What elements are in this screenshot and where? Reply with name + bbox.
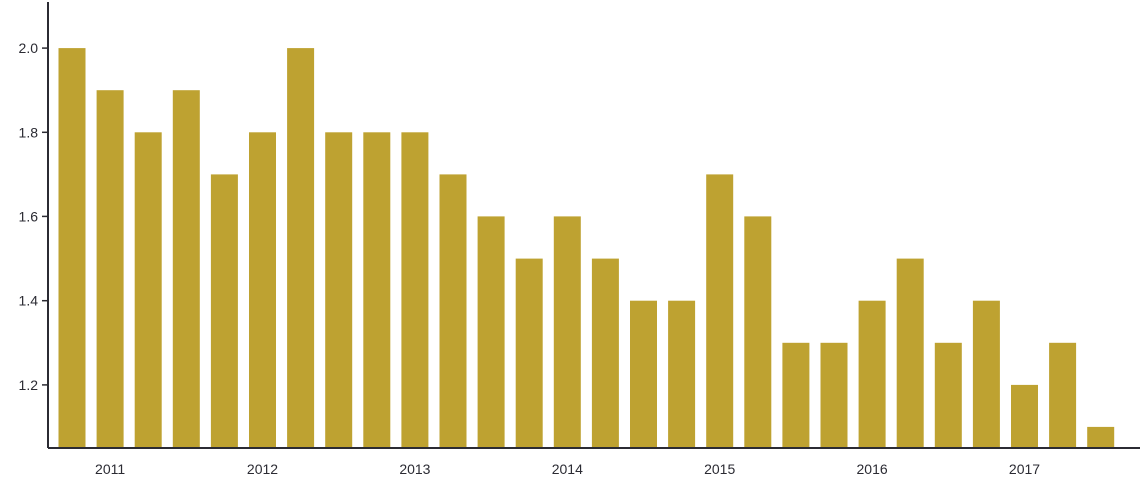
x-tick-label: 2012	[247, 461, 278, 477]
bar	[439, 174, 467, 448]
bar	[172, 90, 200, 448]
bar	[630, 300, 657, 448]
bar	[58, 48, 86, 448]
x-tick-label: 2014	[552, 461, 583, 477]
x-tick-label: 2017	[1009, 461, 1040, 477]
y-tick-label: 1.8	[19, 124, 39, 140]
bar	[972, 300, 1000, 448]
x-tick-label: 2015	[704, 461, 735, 477]
bar	[325, 132, 353, 449]
bar	[591, 258, 619, 448]
y-tick-label: 1.2	[19, 377, 39, 393]
bar	[401, 132, 429, 449]
y-tick-label: 2.0	[19, 40, 39, 56]
bar	[1087, 426, 1115, 448]
bar	[706, 174, 734, 448]
bar	[668, 300, 696, 448]
bar	[287, 48, 315, 448]
bar	[249, 132, 276, 449]
bars-group	[58, 48, 1115, 449]
bar	[1049, 342, 1077, 449]
bar	[820, 342, 848, 449]
bar	[896, 258, 924, 448]
bar	[363, 132, 391, 449]
bar	[210, 174, 238, 448]
bar	[1011, 384, 1038, 448]
y-ticks-group: 1.2 1.4 1.6 1.8 2.0	[19, 40, 48, 393]
y-tick-label: 1.4	[19, 293, 39, 309]
bar	[515, 258, 543, 448]
x-tick-label: 2013	[399, 461, 430, 477]
bar	[96, 90, 124, 448]
x-tick-label: 2016	[857, 461, 888, 477]
bar	[934, 342, 962, 449]
bar	[477, 216, 505, 448]
bar	[134, 132, 162, 449]
bar	[858, 300, 886, 448]
x-ticks-group: 20112012201320142015201620172018	[95, 461, 1040, 477]
bar	[744, 216, 772, 448]
bar	[553, 216, 581, 448]
x-tick-label: 2011	[95, 461, 125, 477]
bar	[782, 342, 810, 449]
y-tick-label: 1.6	[19, 208, 39, 224]
